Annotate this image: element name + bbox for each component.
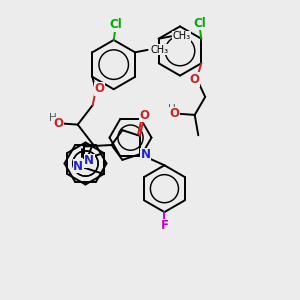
Text: O: O xyxy=(53,117,63,130)
Text: H: H xyxy=(49,113,56,123)
Text: H: H xyxy=(168,103,176,114)
Text: CH₃: CH₃ xyxy=(173,31,191,41)
Text: N: N xyxy=(73,160,83,172)
Text: O: O xyxy=(94,82,104,95)
Text: N: N xyxy=(84,154,94,167)
Text: Cl: Cl xyxy=(194,16,206,30)
Text: F: F xyxy=(160,219,168,232)
Text: O: O xyxy=(169,107,180,121)
Text: O: O xyxy=(189,73,200,86)
Text: CH₃: CH₃ xyxy=(150,45,168,55)
Text: O: O xyxy=(140,109,150,122)
Text: N: N xyxy=(141,148,151,161)
Text: Cl: Cl xyxy=(110,18,122,31)
